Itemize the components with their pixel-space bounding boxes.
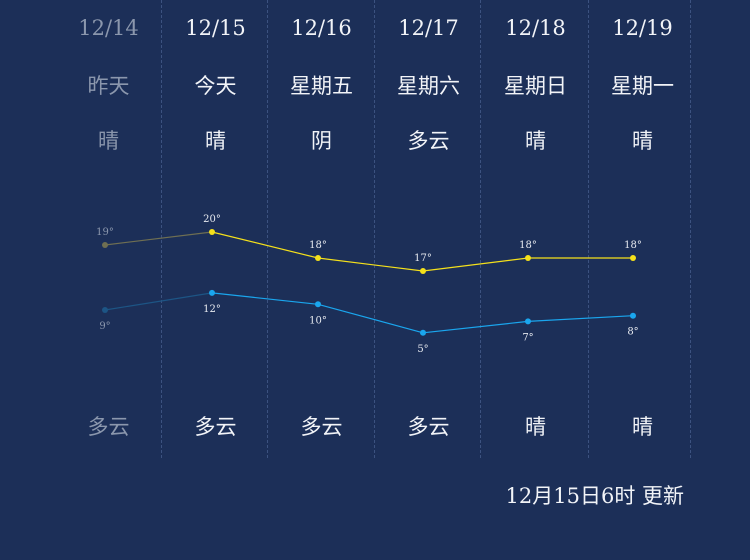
column-separator: [161, 0, 162, 458]
day-weather-label: 晴: [205, 129, 226, 153]
date-label: 12/19: [612, 16, 673, 40]
high-temp-point: [630, 255, 636, 261]
night-weather-label: 晴: [525, 415, 546, 439]
column-separator: [690, 0, 691, 458]
weekday-label: 星期日: [504, 74, 567, 98]
low-temp-point: [630, 312, 636, 319]
low-temp-label: 12°: [203, 304, 221, 315]
day-column-12-15: 12/15 今天晴多云: [162, 0, 269, 458]
low-temp-segment: [527, 315, 634, 322]
low-temp-label: 9°: [99, 321, 110, 332]
low-temp-point: [102, 307, 108, 313]
high-temp-segment: [104, 231, 213, 246]
date-label: 12/14: [78, 16, 139, 40]
date-label: 12/17: [398, 16, 459, 40]
night-weather-label: 多云: [407, 415, 450, 439]
night-weather-label: 多云: [87, 415, 130, 439]
high-temp-segment: [211, 231, 319, 259]
high-temp-label: 18°: [309, 240, 327, 251]
day-weather-label: 多云: [407, 129, 450, 153]
night-weather-label: 多云: [300, 415, 343, 439]
low-temp-label: 10°: [309, 315, 327, 326]
day-column-12-16: 12/16 星期五阴多云: [268, 0, 375, 458]
column-separator: [374, 0, 375, 458]
day-weather-label: 晴: [98, 129, 119, 153]
high-temp-point: [209, 229, 215, 235]
day-column-12-19: 12/19 星期一晴晴: [589, 0, 696, 458]
date-label: 12/15: [185, 16, 246, 40]
high-temp-label: 18°: [624, 240, 642, 251]
day-column-12-18: 12/18 星期日晴晴: [482, 0, 589, 458]
update-time: 12月15日6时 更新: [505, 484, 684, 508]
low-temp-point: [525, 318, 531, 325]
high-temp-point: [102, 242, 108, 248]
high-temp-label: 19°: [96, 227, 114, 238]
weekday-label: 星期六: [397, 74, 460, 98]
weekday-label: 今天: [194, 74, 237, 98]
high-temp-point: [420, 268, 426, 274]
weekday-label: 星期一: [611, 74, 674, 98]
high-temp-label: 20°: [203, 214, 221, 225]
date-label: 12/18: [505, 16, 566, 40]
high-temp-segment: [317, 257, 424, 272]
day-column-12-14: 12/14 昨天晴多云: [55, 0, 162, 458]
night-weather-label: 多云: [194, 415, 237, 439]
high-temp-label: 17°: [414, 253, 432, 264]
low-temp-segment: [211, 292, 319, 305]
low-temp-segment: [104, 292, 213, 311]
low-temp-point: [420, 329, 426, 336]
low-temp-segment: [317, 303, 424, 334]
high-temp-segment: [422, 257, 529, 272]
high-temp-point: [525, 255, 531, 261]
low-temp-segment: [422, 320, 529, 334]
high-temp-point: [315, 255, 321, 261]
day-weather-label: 阴: [311, 129, 332, 153]
temperature-chart: 19° 20° 18° 17° 18° 18° 9° 12° 10° 5° 7° 8°: [96, 214, 642, 355]
night-weather-label: 晴: [632, 415, 653, 439]
high-temp-label: 18°: [519, 240, 537, 251]
column-separator: [480, 0, 481, 458]
weekday-label: 昨天: [87, 74, 130, 98]
low-temp-label: 7°: [522, 332, 533, 343]
column-separator: [588, 0, 589, 458]
low-temp-point: [209, 289, 215, 296]
date-label: 12/16: [291, 16, 352, 40]
day-weather-label: 晴: [632, 129, 653, 153]
weekday-label: 星期五: [290, 74, 353, 98]
low-temp-point: [315, 301, 321, 308]
day-column-12-17: 12/17 星期六 多云 多云: [375, 0, 482, 458]
low-temp-label: 8°: [627, 327, 638, 338]
column-separator: [267, 0, 268, 458]
day-weather-label: 晴: [525, 129, 546, 153]
low-temp-label: 5°: [417, 344, 428, 355]
